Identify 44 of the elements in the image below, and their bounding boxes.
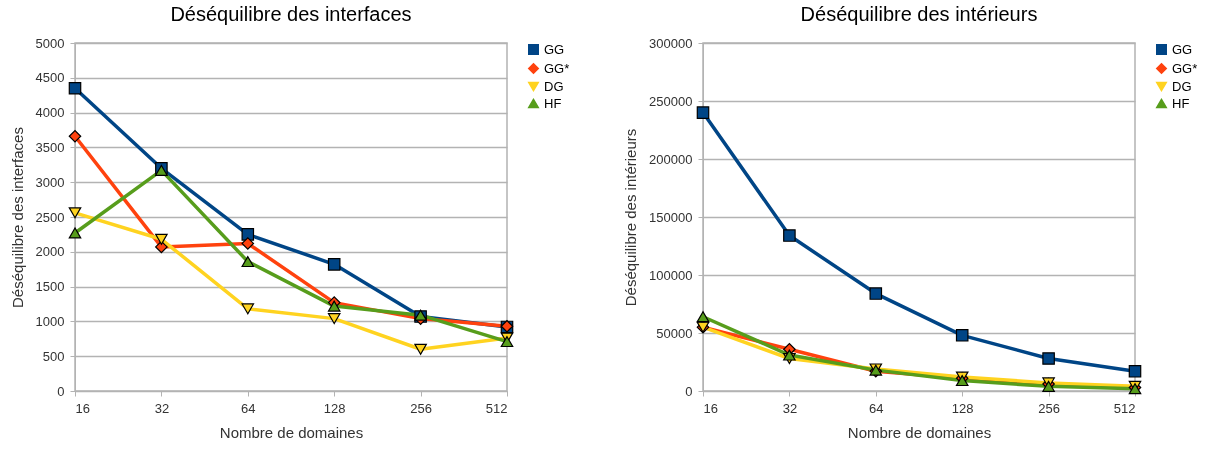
legend-label: HF bbox=[1172, 95, 1190, 111]
x-tick-label: 64 bbox=[241, 400, 256, 416]
y-axis-title: Déséquilibre des intérieurs bbox=[622, 128, 640, 307]
y-axis-title: Déséquilibre des interfaces bbox=[8, 127, 26, 308]
x-tick-label: 256 bbox=[1038, 400, 1060, 416]
x-tick-label: 128 bbox=[323, 400, 346, 416]
x-tick-label: 512 bbox=[485, 400, 508, 416]
y-tick-label: 50000 bbox=[656, 325, 693, 341]
x-axis-title: Nombre de domaines bbox=[219, 423, 364, 441]
y-tick-label: 1000 bbox=[35, 313, 65, 329]
x-tick-label: 16 bbox=[703, 400, 718, 416]
y-tick-label: 300000 bbox=[649, 35, 693, 51]
y-tick-label: 2500 bbox=[35, 209, 65, 225]
x-tick-label: 256 bbox=[410, 400, 432, 416]
y-tick-label: 3000 bbox=[35, 174, 65, 190]
y-tick-label: 500 bbox=[42, 348, 65, 364]
y-tick-label: 0 bbox=[57, 383, 65, 399]
y-tick-label: 4000 bbox=[35, 105, 65, 121]
y-tick-label: 250000 bbox=[649, 93, 693, 109]
y-tick-label: 5000 bbox=[35, 35, 65, 51]
y-tick-label: 3500 bbox=[35, 139, 65, 155]
x-tick-label: 32 bbox=[782, 400, 798, 416]
legend-label: HF bbox=[544, 95, 562, 111]
x-tick-label: 512 bbox=[1113, 400, 1136, 416]
x-tick-label: 64 bbox=[869, 400, 884, 416]
x-tick-label: 16 bbox=[75, 400, 90, 416]
y-tick-label: 100000 bbox=[649, 267, 693, 283]
legend-label: GG* bbox=[544, 60, 570, 76]
legend-label: GG bbox=[1172, 41, 1193, 57]
legend-label: DG bbox=[1172, 78, 1192, 94]
y-tick-label: 1500 bbox=[35, 279, 65, 295]
y-tick-label: 150000 bbox=[649, 209, 693, 225]
legend-label: GG bbox=[544, 41, 565, 57]
y-tick-label: 4500 bbox=[35, 70, 65, 86]
chart-title: Déséquilibre des intérieurs bbox=[800, 3, 1038, 25]
legend-label: DG bbox=[544, 78, 564, 94]
x-tick-label: 32 bbox=[154, 400, 170, 416]
x-axis-title: Nombre de domaines bbox=[847, 423, 992, 441]
x-tick-label: 128 bbox=[951, 400, 974, 416]
y-tick-label: 0 bbox=[685, 383, 693, 399]
y-tick-label: 200000 bbox=[649, 151, 693, 167]
legend-label: GG* bbox=[1172, 60, 1198, 76]
y-tick-label: 2000 bbox=[35, 244, 65, 260]
chart-title: Déséquilibre des interfaces bbox=[170, 3, 412, 25]
